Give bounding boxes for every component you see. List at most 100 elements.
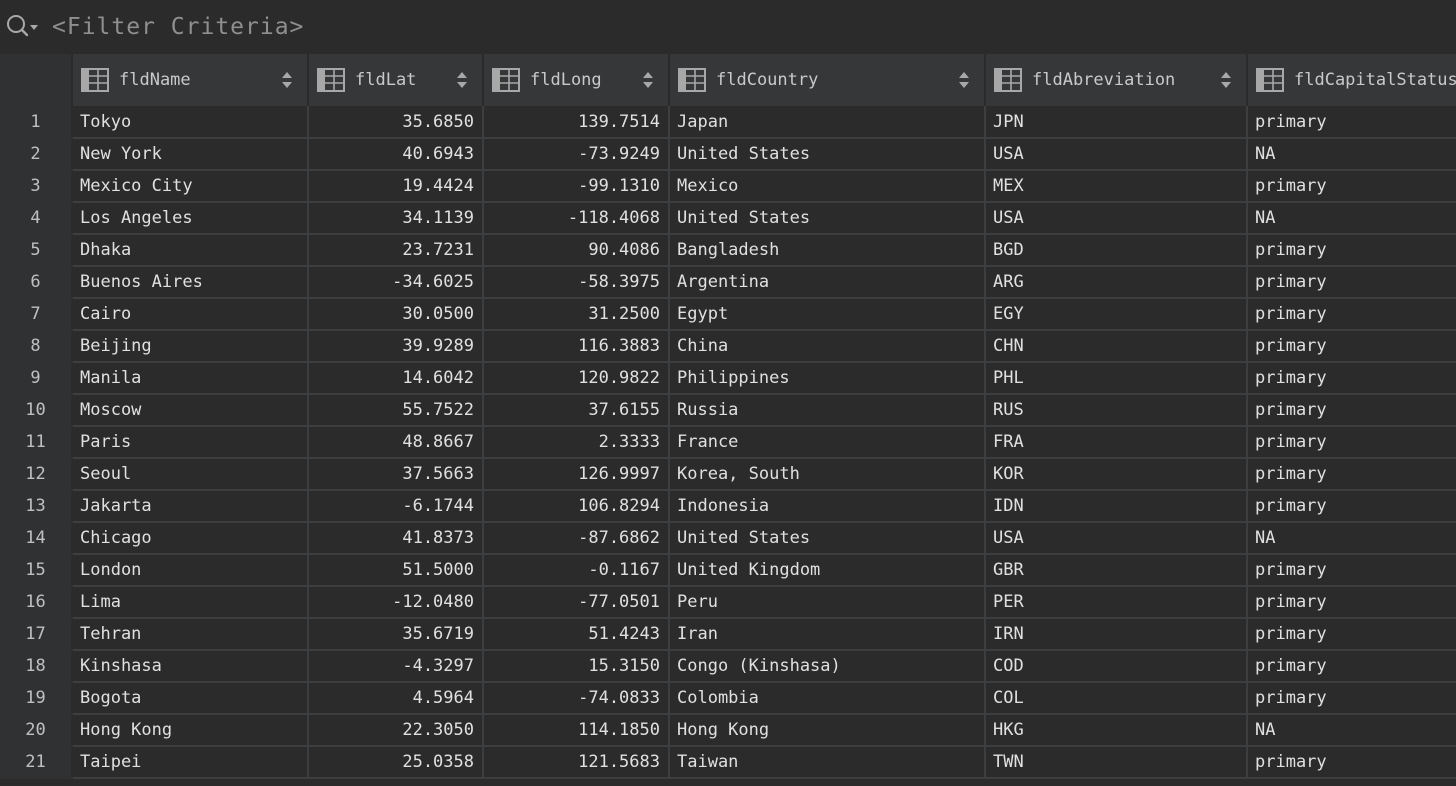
cell-fldLat[interactable]: 35.6850 xyxy=(308,106,484,139)
cell-fldCountry[interactable]: Peru xyxy=(669,586,986,619)
cell-fldName[interactable]: Seoul xyxy=(72,458,309,491)
cell-fldLat[interactable]: 4.5964 xyxy=(308,682,484,715)
cell-fldName[interactable]: Cairo xyxy=(72,298,309,331)
row-number[interactable]: 1 xyxy=(0,106,73,139)
cell-fldName[interactable]: Hong Kong xyxy=(72,714,309,747)
sort-icon[interactable] xyxy=(642,71,654,89)
cell-fldLat[interactable]: 25.0358 xyxy=(308,746,484,779)
cell-fldAbreviation[interactable]: USA xyxy=(985,202,1248,235)
cell-fldCapitalStatus[interactable]: primary xyxy=(1247,170,1456,203)
cell-fldCountry[interactable]: United States xyxy=(669,138,986,171)
table-row[interactable]: 2 New York 40.6943 -73.9249 United States USA… xyxy=(0,138,1456,171)
cell-fldCapitalStatus[interactable]: NA xyxy=(1247,522,1456,555)
cell-fldAbreviation[interactable]: USA xyxy=(985,138,1248,171)
cell-fldCapitalStatus[interactable]: primary xyxy=(1247,298,1456,331)
cell-fldLong[interactable]: -99.1310 xyxy=(483,170,670,203)
sort-icon[interactable] xyxy=(958,71,970,89)
row-number[interactable]: 16 xyxy=(0,586,73,619)
cell-fldLat[interactable]: 14.6042 xyxy=(308,362,484,395)
cell-fldLong[interactable]: 51.4243 xyxy=(483,618,670,651)
cell-fldCountry[interactable]: Iran xyxy=(669,618,986,651)
cell-fldLat[interactable]: 22.3050 xyxy=(308,714,484,747)
cell-fldLong[interactable]: 114.1850 xyxy=(483,714,670,747)
row-number[interactable]: 3 xyxy=(0,170,73,203)
row-number[interactable]: 19 xyxy=(0,682,73,715)
cell-fldAbreviation[interactable]: MEX xyxy=(985,170,1248,203)
cell-fldCountry[interactable]: Philippines xyxy=(669,362,986,395)
cell-fldName[interactable]: Lima xyxy=(72,586,309,619)
cell-fldName[interactable]: Bogota xyxy=(72,682,309,715)
cell-fldLong[interactable]: 126.9997 xyxy=(483,458,670,491)
cell-fldLong[interactable]: -0.1167 xyxy=(483,554,670,587)
cell-fldLat[interactable]: 19.4424 xyxy=(308,170,484,203)
cell-fldCapitalStatus[interactable]: primary xyxy=(1247,682,1456,715)
table-row[interactable]: 20 Hong Kong 22.3050 114.1850 Hong Kong HKG NA xyxy=(0,714,1456,747)
row-number[interactable]: 17 xyxy=(0,618,73,651)
cell-fldCountry[interactable]: Taiwan xyxy=(669,746,986,779)
cell-fldAbreviation[interactable]: EGY xyxy=(985,298,1248,331)
cell-fldCapitalStatus[interactable]: primary xyxy=(1247,426,1456,459)
table-row[interactable]: 5 Dhaka 23.7231 90.4086 Bangladesh BGD primary xyxy=(0,234,1456,267)
cell-fldCountry[interactable]: United States xyxy=(669,522,986,555)
cell-fldAbreviation[interactable]: IDN xyxy=(985,490,1248,523)
cell-fldName[interactable]: Los Angeles xyxy=(72,202,309,235)
cell-fldCapitalStatus[interactable]: primary xyxy=(1247,266,1456,299)
column-header-fldAbreviation[interactable]: fldAbreviation xyxy=(985,54,1248,106)
row-number[interactable]: 15 xyxy=(0,554,73,587)
cell-fldCountry[interactable]: Mexico xyxy=(669,170,986,203)
cell-fldAbreviation[interactable]: PER xyxy=(985,586,1248,619)
cell-fldLong[interactable]: 37.6155 xyxy=(483,394,670,427)
cell-fldName[interactable]: Tokyo xyxy=(72,106,309,139)
filter-input[interactable] xyxy=(52,0,1442,54)
cell-fldLong[interactable]: -87.6862 xyxy=(483,522,670,555)
cell-fldCountry[interactable]: China xyxy=(669,330,986,363)
sort-icon[interactable] xyxy=(281,71,293,89)
table-row[interactable]: 19 Bogota 4.5964 -74.0833 Colombia COL primary xyxy=(0,682,1456,715)
cell-fldAbreviation[interactable]: CHN xyxy=(985,330,1248,363)
cell-fldLat[interactable]: 41.8373 xyxy=(308,522,484,555)
cell-fldCapitalStatus[interactable]: primary xyxy=(1247,106,1456,139)
cell-fldAbreviation[interactable]: RUS xyxy=(985,394,1248,427)
cell-fldAbreviation[interactable]: COD xyxy=(985,650,1248,683)
cell-fldCountry[interactable]: United Kingdom xyxy=(669,554,986,587)
cell-fldCapitalStatus[interactable]: primary xyxy=(1247,586,1456,619)
cell-fldCountry[interactable]: Korea, South xyxy=(669,458,986,491)
cell-fldName[interactable]: New York xyxy=(72,138,309,171)
cell-fldCapitalStatus[interactable]: primary xyxy=(1247,458,1456,491)
cell-fldName[interactable]: Manila xyxy=(72,362,309,395)
row-number[interactable]: 8 xyxy=(0,330,73,363)
table-row[interactable]: 14 Chicago 41.8373 -87.6862 United States USA… xyxy=(0,522,1456,555)
cell-fldAbreviation[interactable]: KOR xyxy=(985,458,1248,491)
cell-fldAbreviation[interactable]: FRA xyxy=(985,426,1248,459)
cell-fldLong[interactable]: 90.4086 xyxy=(483,234,670,267)
cell-fldLat[interactable]: 39.9289 xyxy=(308,330,484,363)
row-number[interactable]: 20 xyxy=(0,714,73,747)
row-number[interactable]: 7 xyxy=(0,298,73,331)
cell-fldLat[interactable]: 23.7231 xyxy=(308,234,484,267)
cell-fldLong[interactable]: -74.0833 xyxy=(483,682,670,715)
cell-fldAbreviation[interactable]: ARG xyxy=(985,266,1248,299)
cell-fldName[interactable]: London xyxy=(72,554,309,587)
row-number[interactable]: 5 xyxy=(0,234,73,267)
table-row[interactable]: 3 Mexico City 19.4424 -99.1310 Mexico MEX prim… xyxy=(0,170,1456,203)
row-number[interactable]: 13 xyxy=(0,490,73,523)
cell-fldCapitalStatus[interactable]: primary xyxy=(1247,490,1456,523)
cell-fldName[interactable]: Kinshasa xyxy=(72,650,309,683)
cell-fldCountry[interactable]: France xyxy=(669,426,986,459)
cell-fldCapitalStatus[interactable]: primary xyxy=(1247,618,1456,651)
row-number[interactable]: 11 xyxy=(0,426,73,459)
sort-icon[interactable] xyxy=(1220,71,1232,89)
cell-fldName[interactable]: Jakarta xyxy=(72,490,309,523)
cell-fldCountry[interactable]: Indonesia xyxy=(669,490,986,523)
cell-fldCapitalStatus[interactable]: primary xyxy=(1247,650,1456,683)
cell-fldAbreviation[interactable]: TWN xyxy=(985,746,1248,779)
column-header-fldName[interactable]: fldName xyxy=(72,54,309,106)
cell-fldLong[interactable]: 2.3333 xyxy=(483,426,670,459)
cell-fldName[interactable]: Mexico City xyxy=(72,170,309,203)
cell-fldAbreviation[interactable]: USA xyxy=(985,522,1248,555)
cell-fldAbreviation[interactable]: PHL xyxy=(985,362,1248,395)
cell-fldCapitalStatus[interactable]: NA xyxy=(1247,714,1456,747)
search-icon[interactable] xyxy=(0,0,52,54)
cell-fldName[interactable]: Chicago xyxy=(72,522,309,555)
cell-fldAbreviation[interactable]: HKG xyxy=(985,714,1248,747)
